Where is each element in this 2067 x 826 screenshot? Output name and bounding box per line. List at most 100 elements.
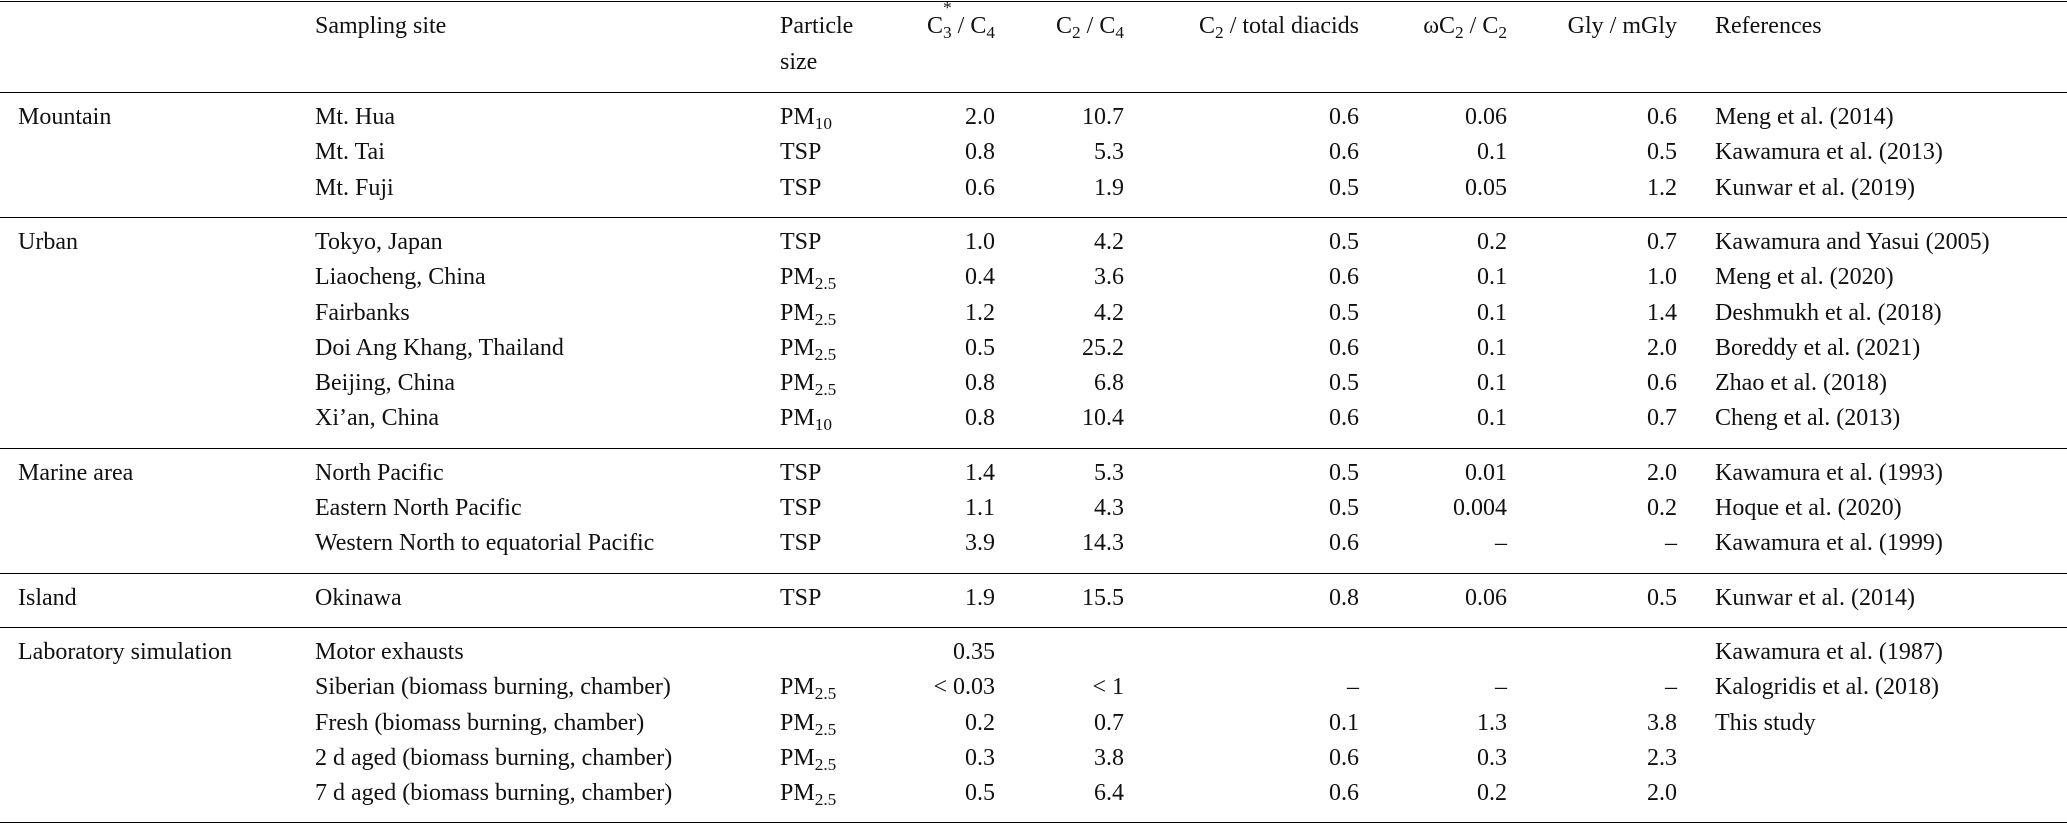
site: Doi Ang Khang, Thailand [315,334,564,361]
ratio-value: 0.8 [965,405,995,432]
ratio-value: 15.5 [1082,584,1124,611]
particle-size: TSP [780,174,822,201]
ratio-value: 0.6 [1329,104,1359,130]
ratio-value: 0.6 [1329,780,1359,807]
ratio-value: 1.3 [1477,709,1507,736]
particle-size: PM2.5 [780,299,837,329]
site: Eastern North Pacific [315,495,522,521]
column-header: Gly / mGly [1567,13,1677,39]
ratio-value: 0.5 [1329,495,1359,521]
reference: Kalogridis et al. (2018) [1715,674,1939,701]
ratio-value: 0.8 [1329,584,1359,611]
ratio-value: 0.35 [953,638,995,665]
ratio-value: 0.2 [1647,495,1677,521]
group-rule [0,626,2067,628]
ratio-value: 5.3 [1094,139,1124,166]
site: Mt. Fuji [315,174,394,201]
group-label: Marine area [18,459,134,486]
ratio-value: 0.6 [965,174,995,201]
ratio-value: 2.0 [965,104,995,130]
ratio-value: 0.1 [1477,405,1507,432]
ratio-value: – [1665,674,1677,701]
ratio-value: – [1495,530,1507,557]
ratio-value: 4.3 [1094,495,1124,521]
column-header: C3 * / C4 [927,0,995,43]
ratio-value: 1.1 [965,495,995,521]
site: Liaocheng, China [315,264,486,291]
ratio-value: 0.5 [1329,370,1359,397]
ratio-value: 0.3 [965,744,995,771]
particle-size: PM2.5 [780,370,837,400]
group-label: Laboratory simulation [18,638,232,665]
reference: Kawamura et al. (1987) [1715,638,1943,665]
particle-size: TSP [780,139,822,166]
ratio-value: 0.004 [1453,495,1507,521]
ratio-value: 0.01 [1465,459,1507,486]
ratio-value: 0.5 [1329,228,1359,255]
ratio-value: 3.8 [1647,709,1677,736]
site: Fresh (biomass burning, chamber) [315,709,645,736]
site: Xi’an, China [315,405,439,432]
ratio-value: 0.5 [1647,139,1677,166]
group-label: Mountain [18,104,112,130]
column-header: C2 / total diacids [1199,13,1359,43]
reference: Zhao et al. (2018) [1715,370,1887,397]
ratio-value: 0.5 [1329,174,1359,201]
ratio-value: 4.2 [1094,228,1124,255]
ratio-value: 0.2 [965,709,995,736]
particle-size: PM2.5 [780,709,837,739]
site: 7 d aged (biomass burning, chamber) [315,780,673,807]
group-label: Island [18,584,77,611]
ratio-value: 3.9 [965,530,995,557]
ratio-value: – [1347,674,1359,701]
particle-size: PM2.5 [780,744,837,774]
site: Motor exhausts [315,638,464,665]
reference: Kawamura et al. (2013) [1715,139,1943,166]
ratio-value: 1.4 [965,459,995,486]
reference: Kawamura and Yasui (2005) [1715,228,1990,255]
ratio-value: 14.3 [1082,530,1124,557]
reference: Cheng et al. (2013) [1715,405,1901,432]
reference: Kunwar et al. (2019) [1715,174,1915,201]
ratio-value: 0.06 [1465,104,1507,130]
ratio-value: 2.0 [1647,334,1677,361]
ratio-value: 0.6 [1329,139,1359,166]
particle-size: TSP [780,228,822,255]
particle-size: PM10 [780,405,832,435]
ratio-value: 0.1 [1477,264,1507,291]
column-header: C2 / C4 [1056,13,1124,43]
site: Western North to equatorial Pacific [315,530,655,557]
ratio-value: 0.7 [1647,405,1677,432]
site: Mt. Tai [315,139,385,166]
ratio-value: 0.6 [1329,334,1359,361]
ratio-value: 2.0 [1647,459,1677,486]
reference: Deshmukh et al. (2018) [1715,299,1942,326]
ratio-value: 1.0 [965,228,995,255]
ratio-value: 0.1 [1329,709,1359,736]
column-header: Particle size [780,13,854,75]
ratio-value: 1.2 [965,299,995,326]
top-rule [0,1,2067,2]
ratio-value: 3.8 [1094,744,1124,771]
particle-size: TSP [780,530,822,557]
particle-size: TSP [780,459,822,486]
ratio-value: 0.6 [1329,530,1359,557]
ratio-value: 6.4 [1094,780,1124,807]
reference: Kawamura et al. (1993) [1715,459,1943,486]
particle-size: TSP [780,584,822,611]
ratio-value: 0.4 [965,264,995,291]
reference: Kawamura et al. (1999) [1715,530,1943,557]
reference: This study [1715,709,1816,736]
site: North Pacific [315,459,444,486]
ratio-value: 0.6 [1647,104,1677,130]
ratio-value: 1.9 [965,584,995,611]
ratio-value: 0.6 [1329,264,1359,291]
ratio-value: 4.2 [1094,299,1124,326]
ratio-value: 0.5 [1329,459,1359,486]
particle-size: PM2.5 [780,780,837,810]
group-rule [0,572,2067,574]
ratio-value: 0.1 [1477,139,1507,166]
ratio-value: 0.2 [1477,228,1507,255]
ratio-value: 0.8 [965,370,995,397]
